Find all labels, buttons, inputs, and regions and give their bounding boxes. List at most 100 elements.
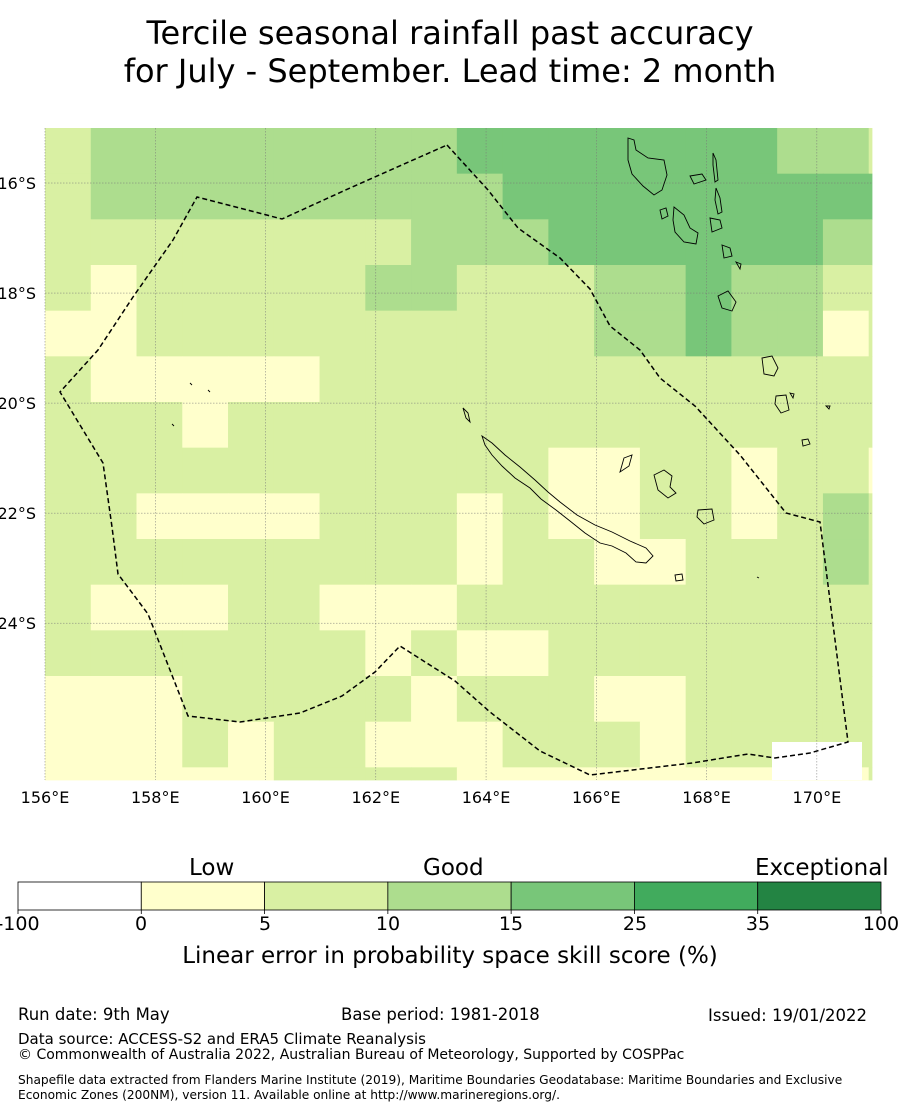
- skill-cell: [594, 584, 641, 631]
- skill-cell: [319, 539, 366, 586]
- colorbar: [17, 881, 882, 914]
- skill-cell: [639, 767, 687, 781]
- skill-cell: [548, 630, 595, 677]
- colorbar-tick-label: 35: [745, 913, 771, 935]
- skill-cell: [868, 493, 873, 540]
- skill-cell: [182, 310, 229, 357]
- skill-cell: [456, 767, 504, 781]
- skill-cell: [822, 356, 870, 403]
- skill-cell: [456, 356, 504, 403]
- skill-cell: [502, 128, 549, 175]
- skill-cell: [45, 128, 92, 175]
- skill-cell: [731, 173, 778, 220]
- skill-cell: [365, 767, 412, 781]
- skill-cell: [594, 493, 641, 540]
- skill-cell: [456, 128, 504, 175]
- issued-date: Issued: 19/01/2022: [708, 1006, 868, 1025]
- skill-cell: [502, 721, 549, 768]
- skill-cell: [182, 584, 229, 631]
- skill-cell: [685, 630, 732, 677]
- skill-cell: [777, 676, 824, 723]
- latitude-label: 16°S: [0, 174, 36, 193]
- skill-cell: [136, 767, 183, 781]
- skill-cell: [594, 219, 641, 266]
- skill-cell: [90, 676, 137, 723]
- skill-cell: [456, 447, 504, 494]
- run-date: Run date: 9th May: [18, 1005, 170, 1024]
- island-small-2: [734, 261, 742, 271]
- latitude-label: 18°S: [0, 284, 36, 303]
- colorbar-segment: [757, 881, 882, 911]
- skill-cell: [822, 539, 870, 586]
- skill-cell: [136, 630, 183, 677]
- skill-cell: [319, 219, 366, 266]
- skill-cell: [45, 539, 92, 586]
- skill-cell: [228, 128, 275, 175]
- skill-cell: [411, 265, 458, 312]
- skill-cell: [273, 630, 320, 677]
- skill-cell: [868, 630, 873, 677]
- skill-cell: [90, 721, 137, 768]
- skill-cell: [456, 630, 504, 677]
- island-small-3: [789, 392, 795, 400]
- skill-cell: [777, 128, 824, 175]
- skill-cell: [273, 539, 320, 586]
- skill-cell: [548, 721, 595, 768]
- skill-cell: [639, 493, 687, 540]
- skill-cell: [548, 173, 595, 220]
- island-loyalty-ouvea: [696, 508, 715, 525]
- skill-cell: [365, 447, 412, 494]
- skill-cell: [411, 219, 458, 266]
- skill-cell: [639, 630, 687, 677]
- skill-cell: [685, 356, 732, 403]
- skill-cell: [502, 584, 549, 631]
- skill-cell: [685, 310, 732, 357]
- skill-cell: [731, 310, 778, 357]
- land-outlines: [171, 137, 831, 582]
- skill-cell: [685, 721, 732, 768]
- colorbar-segment: [634, 881, 759, 911]
- skill-cell: [639, 310, 687, 357]
- skill-cell: [273, 493, 320, 540]
- skill-cell: [548, 539, 595, 586]
- skill-cell: [136, 721, 183, 768]
- longitude-label: 168°E: [682, 788, 731, 807]
- skill-cell: [90, 356, 137, 403]
- skill-cell: [228, 676, 275, 723]
- island-ambae: [689, 173, 707, 185]
- skill-cell: [868, 219, 873, 266]
- skill-cell: [365, 310, 412, 357]
- skill-cell: [228, 402, 275, 449]
- skill-cell: [273, 402, 320, 449]
- island-new-caledonia: [481, 434, 654, 564]
- skill-cell: [731, 128, 778, 175]
- skill-cell: [685, 402, 732, 449]
- skill-cell: [411, 402, 458, 449]
- skill-cell: [731, 402, 778, 449]
- island-maewo: [712, 152, 719, 183]
- skill-cell: [365, 676, 412, 723]
- colorbar-tick-label: 10: [375, 913, 401, 935]
- island-espiritu-santo: [627, 137, 668, 196]
- colorbar-segment: [510, 881, 635, 911]
- skill-cell: [136, 402, 183, 449]
- skill-cell: [731, 447, 778, 494]
- skill-cell: [868, 539, 873, 586]
- skill-cell: [182, 539, 229, 586]
- island-aneityum: [801, 438, 811, 447]
- skill-cell: [456, 676, 504, 723]
- skill-cell: [594, 128, 641, 175]
- skill-cell: [182, 219, 229, 266]
- skill-cell: [228, 219, 275, 266]
- colorbar-tick-label: 25: [622, 913, 648, 935]
- skill-cell: [136, 493, 183, 540]
- island-small-4: [824, 405, 831, 410]
- skill-cell: [182, 447, 229, 494]
- skill-cell: [319, 128, 366, 175]
- skill-cell: [822, 447, 870, 494]
- skill-cell: [502, 173, 549, 220]
- skill-cell: [90, 128, 137, 175]
- skill-cell: [456, 721, 504, 768]
- skill-cell: [228, 173, 275, 220]
